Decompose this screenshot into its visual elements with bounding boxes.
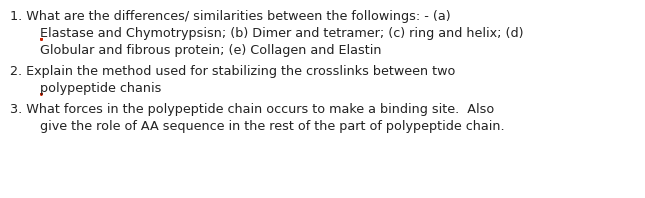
- Text: Globular and fibrous protein; (e) Collagen and Elastin: Globular and fibrous protein; (e) Collag…: [40, 44, 381, 57]
- Text: 3. What forces in the polypeptide chain occurs to make a binding site.  Also: 3. What forces in the polypeptide chain …: [10, 103, 494, 116]
- Text: give the role of AA sequence in the rest of the part of polypeptide chain.: give the role of AA sequence in the rest…: [40, 120, 504, 133]
- Text: 2. Explain the method used for stabilizing the crosslinks between two: 2. Explain the method used for stabilizi…: [10, 65, 455, 78]
- Text: polypeptide chanis: polypeptide chanis: [40, 82, 161, 95]
- Text: 1. What are the differences/ similarities between the followings: - (a): 1. What are the differences/ similaritie…: [10, 10, 451, 23]
- Text: Elastase and Chymotrypsisn; (b) Dimer and tetramer; (c) ring and helix; (d): Elastase and Chymotrypsisn; (b) Dimer an…: [40, 27, 524, 40]
